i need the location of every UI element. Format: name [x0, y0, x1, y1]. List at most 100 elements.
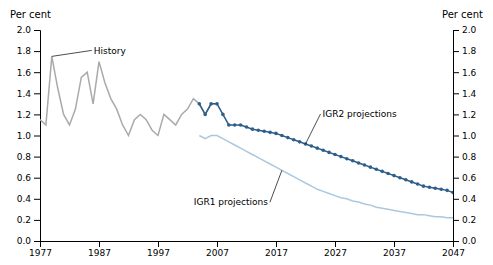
tick: 2017 — [265, 241, 288, 258]
tick-mark — [217, 241, 218, 247]
tick: 0.0 — [17, 236, 40, 246]
point — [251, 127, 255, 131]
tick-label: 1.2 — [462, 110, 476, 120]
tick: 1.2 — [453, 110, 476, 120]
tick-label: 2047 — [442, 248, 465, 258]
tick-mark — [453, 93, 459, 94]
tick-mark — [99, 241, 100, 247]
tick-label: 0.2 — [462, 215, 476, 225]
tick: 1.4 — [17, 89, 40, 99]
tick-label: 1.4 — [17, 89, 32, 99]
x-axis: 1977 1987 1997 2007 2017 2027 2037 2047 — [29, 241, 465, 258]
y2-axis: 0.00.20.40.60.81.01.21.41.61.82.0 — [453, 25, 477, 246]
tick-mark — [453, 51, 459, 52]
tick: 1987 — [88, 241, 111, 258]
tick-mark — [453, 157, 459, 158]
point — [351, 159, 355, 163]
tick-label: 1.2 — [17, 110, 31, 120]
tick-mark — [453, 178, 459, 179]
tick-mark — [34, 30, 40, 31]
point — [298, 140, 302, 144]
point — [310, 144, 314, 148]
point — [280, 134, 284, 138]
tick-label: 1.6 — [462, 68, 477, 78]
tick: 1.0 — [17, 131, 40, 141]
point — [209, 102, 213, 106]
series-group — [40, 56, 453, 217]
tick-mark — [34, 199, 40, 200]
y2-axis-title: Per cent — [442, 9, 483, 20]
tick: 0.6 — [17, 173, 40, 183]
tick-mark — [158, 241, 159, 247]
point — [369, 165, 373, 169]
point — [339, 155, 343, 159]
series-line — [40, 56, 217, 135]
tick-label: 0.4 — [17, 194, 32, 204]
tick-mark — [34, 114, 40, 115]
point — [198, 102, 202, 106]
tick: 1977 — [29, 241, 52, 258]
tick-label: 1.0 — [17, 131, 32, 141]
tick-mark — [453, 199, 459, 200]
point — [245, 125, 249, 129]
tick-label: 0.0 — [462, 236, 477, 246]
tick: 1997 — [147, 241, 170, 258]
tick-mark — [453, 30, 459, 31]
point — [398, 176, 402, 180]
tick-label: 0.2 — [17, 215, 31, 225]
tick: 0.8 — [453, 152, 477, 162]
tick: 1.8 — [453, 46, 477, 56]
tick-label: 2027 — [324, 248, 347, 258]
tick-mark — [335, 241, 336, 247]
tick-mark — [394, 241, 395, 247]
tick-label: 2007 — [206, 248, 229, 258]
point — [375, 167, 379, 171]
tick-mark — [34, 178, 40, 179]
point — [286, 136, 290, 140]
point — [451, 191, 453, 195]
point — [227, 123, 231, 127]
tick-mark — [453, 72, 459, 73]
tick-mark — [34, 93, 40, 94]
tick-mark — [34, 220, 40, 221]
tick: 0.4 — [17, 194, 40, 204]
point — [422, 184, 426, 188]
point — [268, 131, 272, 135]
tick-mark — [34, 136, 40, 137]
chart: 1977 1987 1997 2007 2017 2027 2037 2047 0.0 0.2 0.… — [0, 0, 493, 265]
point — [416, 182, 420, 186]
point — [233, 123, 237, 127]
point — [434, 186, 438, 190]
point — [428, 185, 432, 189]
point — [410, 180, 414, 184]
axis-line — [41, 242, 454, 248]
tick-label: 0.0 — [17, 236, 32, 246]
tick-label: 2.0 — [462, 25, 477, 35]
plot: 1977 1987 1997 2007 2017 2027 2037 2047 0.0 0.2 0.… — [17, 25, 477, 258]
point — [321, 148, 325, 152]
tick: 2037 — [383, 241, 406, 258]
tick-label: 0.4 — [462, 194, 477, 204]
annotation-line — [52, 50, 92, 56]
point — [404, 178, 408, 182]
annotation-line — [270, 170, 282, 202]
tick: 1.6 — [17, 68, 40, 78]
point — [239, 123, 243, 127]
tick-label: 1977 — [29, 248, 52, 258]
tick: 0.2 — [453, 215, 476, 225]
point — [363, 163, 367, 167]
tick: 1.0 — [453, 131, 477, 141]
tick-label: 1.6 — [17, 68, 32, 78]
point — [345, 157, 349, 161]
point — [392, 174, 396, 178]
point — [221, 113, 225, 117]
point — [292, 138, 296, 142]
tick: 2027 — [324, 241, 347, 258]
point — [316, 146, 320, 150]
tick-mark — [34, 241, 40, 242]
tick: 2.0 — [17, 25, 40, 35]
point — [274, 132, 278, 136]
tick-label: 2017 — [265, 248, 288, 258]
point — [357, 161, 361, 165]
point — [257, 128, 261, 132]
